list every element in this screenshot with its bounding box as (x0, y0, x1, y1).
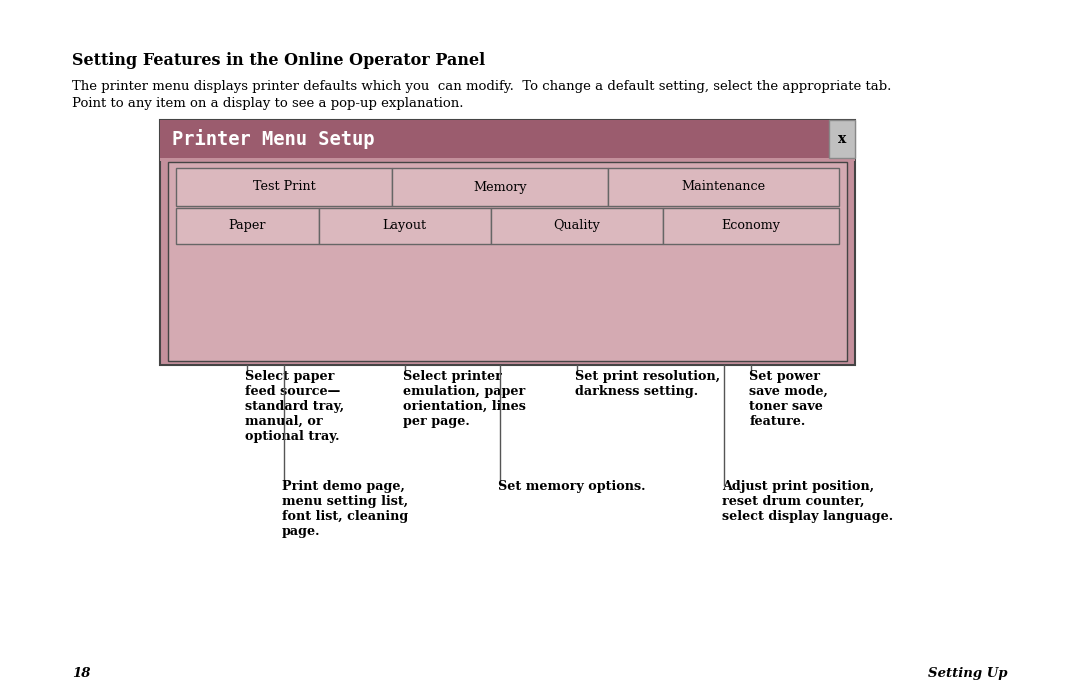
Text: Setting Features in the Online Operator Panel: Setting Features in the Online Operator … (72, 52, 485, 69)
Bar (160, 120, 855, 158)
Text: Set power
save mode,
toner save
feature.: Set power save mode, toner save feature. (750, 370, 828, 428)
Text: Print demo page,
menu setting list,
font list, cleaning
page.: Print demo page, menu setting list, font… (282, 480, 408, 538)
Text: Point to any item on a display to see a pop-up explanation.: Point to any item on a display to see a … (72, 97, 463, 110)
Text: Printer Menu Setup: Printer Menu Setup (172, 129, 375, 149)
Bar (663, 208, 839, 244)
Text: The printer menu displays printer defaults which you  can modify.  To change a d: The printer menu displays printer defaul… (72, 80, 891, 93)
Bar (176, 208, 319, 244)
Text: Layout: Layout (382, 219, 427, 232)
Text: Set memory options.: Set memory options. (498, 480, 646, 493)
Text: Paper: Paper (229, 219, 266, 232)
Text: Memory: Memory (473, 181, 527, 193)
Text: Select printer
emulation, paper
orientation, lines
per page.: Select printer emulation, paper orientat… (403, 370, 526, 428)
Bar (829, 120, 855, 158)
Text: Setting Up: Setting Up (929, 667, 1008, 680)
Text: Quality: Quality (554, 219, 600, 232)
Bar (160, 158, 855, 161)
Text: Test Print: Test Print (253, 181, 315, 193)
Text: Adjust print position,
reset drum counter,
select display language.: Adjust print position, reset drum counte… (721, 480, 893, 523)
Bar (160, 120, 855, 365)
Bar (392, 168, 608, 206)
Text: x: x (838, 132, 846, 146)
Text: Economy: Economy (721, 219, 781, 232)
Text: 18: 18 (72, 667, 91, 680)
Bar (608, 168, 839, 206)
Text: Set print resolution,
darkness setting.: Set print resolution, darkness setting. (576, 370, 720, 398)
Bar (168, 162, 847, 361)
Text: Select paper
feed source—
standard tray,
manual, or
optional tray.: Select paper feed source— standard tray,… (245, 370, 345, 443)
Bar (491, 208, 663, 244)
Bar (176, 168, 392, 206)
Text: Maintenance: Maintenance (681, 181, 766, 193)
Bar (319, 208, 491, 244)
